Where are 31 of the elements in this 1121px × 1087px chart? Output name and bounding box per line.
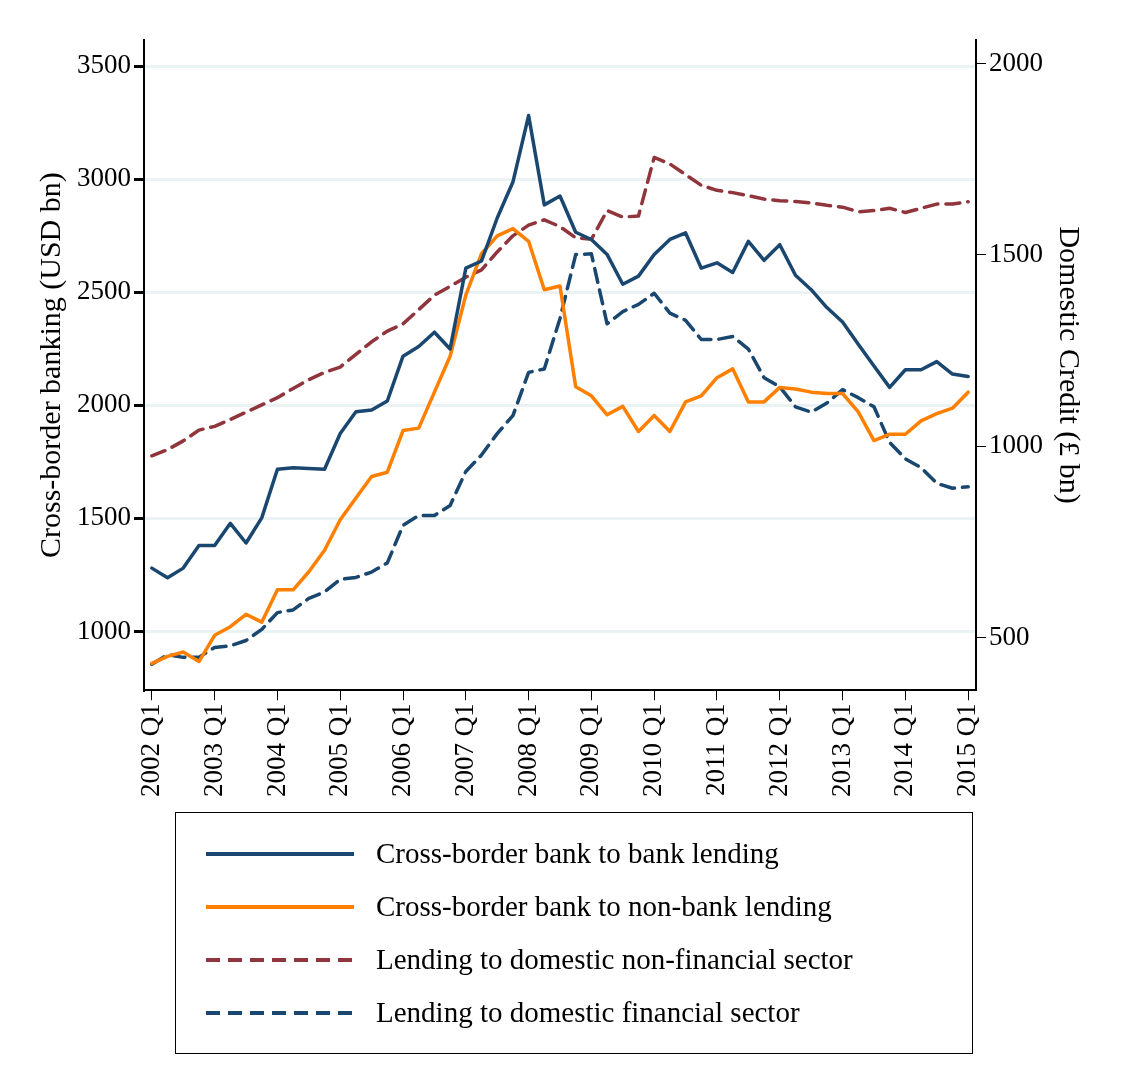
x-tick-label: 2007 Q1 (448, 703, 479, 797)
y-tick-label: 3000 (77, 162, 131, 193)
y2-tick-label: 500 (989, 620, 1030, 651)
y-axis-title: Cross-border banking (USD bn) (32, 172, 67, 559)
x-tick-label: 2014 Q1 (888, 703, 919, 797)
x-tick-label: 2006 Q1 (386, 703, 417, 797)
legend-label: Cross-border bank to non-bank lending (376, 890, 832, 923)
x-tick-label: 2004 Q1 (260, 703, 291, 797)
x-tick-label: 2008 Q1 (511, 703, 542, 797)
x-tick-label: 2015 Q1 (951, 703, 982, 797)
y-tick-label: 2000 (77, 388, 131, 419)
y2-tick-label: 1500 (989, 238, 1043, 269)
x-tick-label: 2011 Q1 (700, 703, 731, 796)
y-tick-label: 1500 (77, 501, 131, 532)
legend-label: Lending to domestic financial sector (376, 996, 800, 1029)
legend-label: Cross-border bank to bank lending (376, 837, 779, 870)
y2-axis-title: Domestic Credit (£ bn) (1053, 226, 1088, 504)
legend-label: Lending to domestic non-financial sector (376, 943, 853, 976)
y2-tick-label: 1000 (989, 429, 1043, 460)
x-tick-label: 2009 Q1 (574, 703, 605, 797)
line-series (150, 155, 970, 458)
y-tick-label: 1000 (77, 614, 131, 645)
x-tick-label: 2005 Q1 (323, 703, 354, 797)
x-tick-label: 2002 Q1 (134, 703, 165, 797)
y-tick-label: 2500 (77, 275, 131, 306)
y-tick-label: 3500 (77, 49, 131, 80)
x-tick-label: 2003 Q1 (197, 703, 228, 797)
x-tick-label: 2010 Q1 (637, 703, 668, 797)
x-tick-label: 2012 Q1 (762, 703, 793, 797)
y2-tick-label: 2000 (989, 46, 1043, 77)
x-tick-label: 2013 Q1 (825, 703, 856, 797)
